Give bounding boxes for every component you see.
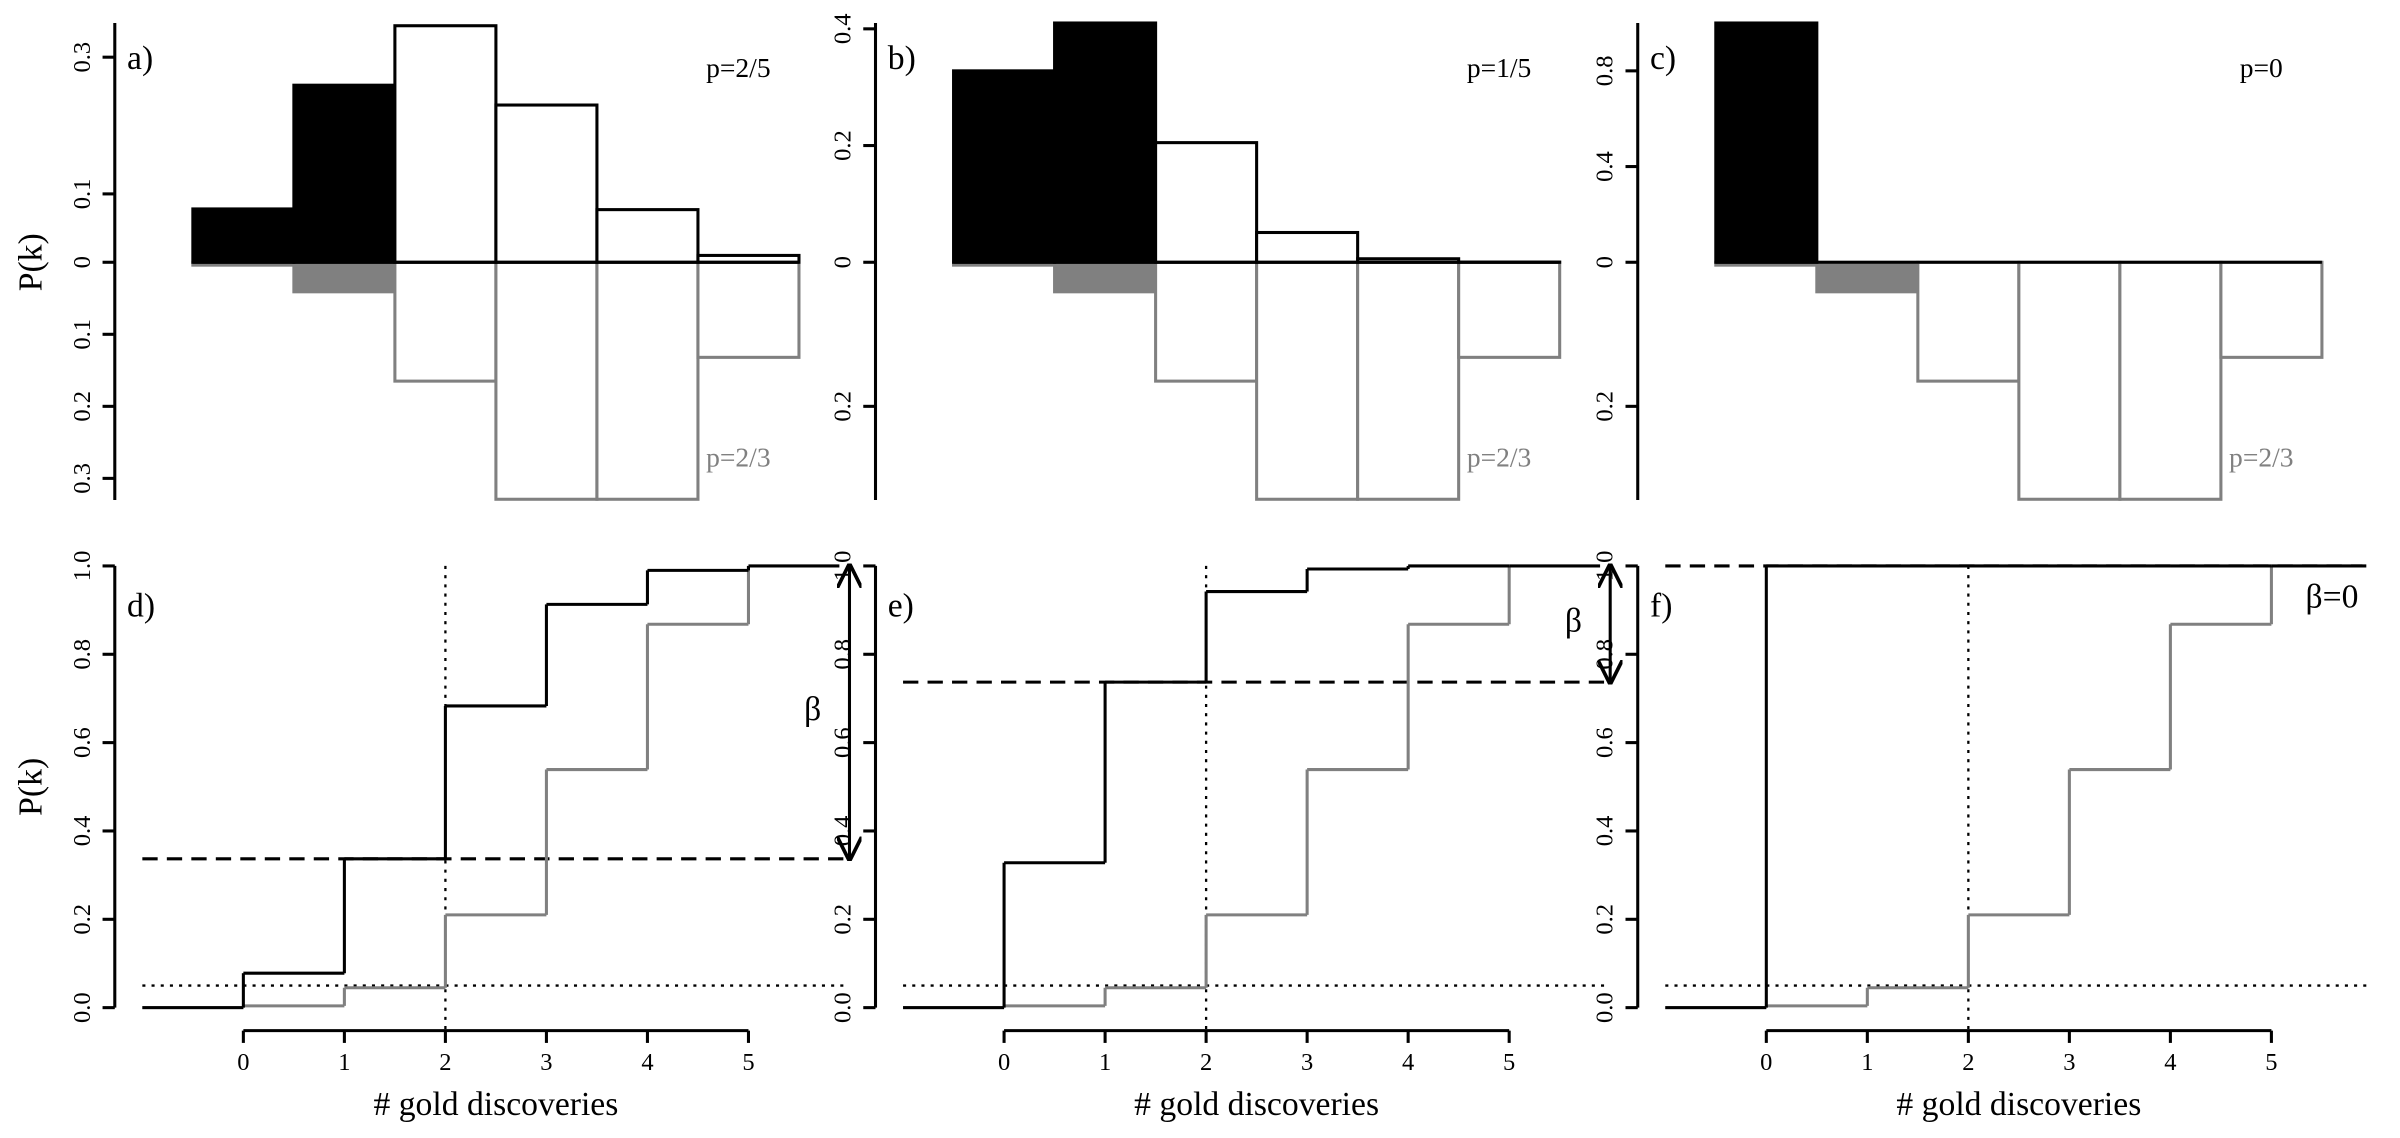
y-tick-label: 0.2 bbox=[69, 904, 96, 935]
x-axis-label: # gold discoveries bbox=[1896, 1086, 2141, 1123]
y-tick-label: 0.1 bbox=[69, 319, 96, 350]
panel-label: c) bbox=[1650, 40, 1676, 77]
y-tick-label: 0.6 bbox=[1592, 727, 1619, 758]
y-tick-label: 0.2 bbox=[69, 391, 96, 422]
y-tick-label: 1.0 bbox=[1592, 551, 1619, 582]
x-tick-label: 2 bbox=[1200, 1049, 1212, 1076]
x-axis-label: # gold discoveries bbox=[1134, 1086, 1379, 1123]
y-tick-label: 0.2 bbox=[830, 391, 857, 422]
x-tick-label: 1 bbox=[1099, 1049, 1111, 1076]
panel-label: b) bbox=[888, 40, 916, 77]
x-tick-label: 3 bbox=[1301, 1049, 1313, 1076]
bar bbox=[696, 260, 801, 359]
y-tick-label: 0.0 bbox=[1592, 992, 1619, 1023]
y-tick-label: 0 bbox=[69, 256, 96, 268]
panel-label: a) bbox=[127, 40, 153, 77]
panels: 0 0.1 0.3 0.1 0.2 0.3 p=2/3 p=2/5 a) P(k) 0 0.2 0.4 0… bbox=[12, 14, 2373, 1123]
y-tick-label: 0 bbox=[1592, 256, 1619, 268]
bar bbox=[1255, 260, 1360, 501]
bar bbox=[1356, 260, 1461, 501]
annotation: β bbox=[1565, 603, 1582, 640]
x-tick-label: 5 bbox=[2265, 1049, 2277, 1076]
y-tick-label: 0.2 bbox=[830, 904, 857, 935]
y-tick-label: 0.3 bbox=[69, 42, 96, 73]
panel-label: f) bbox=[1650, 588, 1672, 625]
bar bbox=[1154, 141, 1259, 264]
annotation: β bbox=[804, 691, 821, 728]
bar bbox=[292, 83, 397, 264]
x-tick-label: 5 bbox=[1503, 1049, 1515, 1076]
bar bbox=[1916, 260, 2021, 383]
y-tick-label: 0.6 bbox=[830, 727, 857, 758]
bar bbox=[1053, 260, 1158, 294]
series-label: p=1/5 bbox=[1467, 52, 1531, 83]
x-tick-label: 4 bbox=[1402, 1049, 1414, 1076]
x-tick-label: 4 bbox=[641, 1049, 653, 1076]
y-tick-label: 0.4 bbox=[830, 14, 857, 45]
bar bbox=[393, 24, 498, 264]
panel-label: e) bbox=[888, 588, 914, 625]
bar bbox=[1255, 230, 1360, 264]
y-tick-label: 0.4 bbox=[1592, 151, 1619, 182]
y-tick-label: 0.4 bbox=[69, 816, 96, 847]
bar bbox=[393, 260, 498, 383]
y-tick-label: 0.2 bbox=[830, 130, 857, 161]
y-tick-label: 0.8 bbox=[69, 639, 96, 670]
annotation: β=0 bbox=[2306, 578, 2359, 615]
x-axis-label: # gold discoveries bbox=[373, 1086, 618, 1123]
bar bbox=[292, 260, 397, 294]
y-tick-label: 0.1 bbox=[69, 179, 96, 210]
bar bbox=[952, 69, 1057, 264]
bar bbox=[1714, 21, 1819, 264]
y-tick-label: 0.8 bbox=[830, 639, 857, 670]
series-label: p=2/3 bbox=[706, 441, 770, 472]
y-axis-label: P(k) bbox=[12, 758, 49, 816]
y-tick-label: 0.8 bbox=[1592, 56, 1619, 87]
y-tick-label: 0 bbox=[830, 256, 857, 268]
panel-label: d) bbox=[127, 588, 155, 625]
x-tick-label: 0 bbox=[1760, 1049, 1772, 1076]
bar bbox=[1457, 260, 1562, 359]
bar bbox=[2118, 260, 2223, 501]
bar bbox=[595, 260, 700, 501]
bar bbox=[1815, 260, 1920, 294]
series-label: p=0 bbox=[2240, 52, 2283, 83]
y-tick-label: 1.0 bbox=[69, 551, 96, 582]
x-tick-label: 1 bbox=[1861, 1049, 1873, 1076]
y-tick-label: 0.6 bbox=[69, 727, 96, 758]
x-tick-label: 0 bbox=[998, 1049, 1010, 1076]
y-tick-label: 1.0 bbox=[830, 551, 857, 582]
bar bbox=[494, 260, 599, 501]
x-tick-label: 5 bbox=[742, 1049, 754, 1076]
x-tick-label: 3 bbox=[540, 1049, 552, 1076]
y-tick-label: 0.4 bbox=[830, 816, 857, 847]
y-tick-label: 0.0 bbox=[830, 992, 857, 1023]
bar bbox=[191, 207, 296, 264]
x-tick-label: 4 bbox=[2164, 1049, 2176, 1076]
x-tick-label: 3 bbox=[2063, 1049, 2075, 1076]
y-tick-label: 0.8 bbox=[1592, 639, 1619, 670]
bar bbox=[595, 208, 700, 264]
series-label: p=2/3 bbox=[2229, 441, 2293, 472]
y-tick-label: 0.3 bbox=[69, 463, 96, 494]
x-tick-label: 2 bbox=[439, 1049, 451, 1076]
x-tick-label: 0 bbox=[237, 1049, 249, 1076]
y-axis-label: P(k) bbox=[12, 233, 49, 291]
bar bbox=[2219, 260, 2324, 359]
x-tick-label: 2 bbox=[1962, 1049, 1974, 1076]
bar bbox=[1053, 21, 1158, 264]
y-tick-label: 0.4 bbox=[1592, 816, 1619, 847]
series-label: p=2/3 bbox=[1467, 441, 1531, 472]
x-tick-label: 1 bbox=[338, 1049, 350, 1076]
bar bbox=[1154, 260, 1259, 383]
y-tick-label: 0.2 bbox=[1592, 904, 1619, 935]
bar bbox=[494, 103, 599, 264]
series-label: p=2/5 bbox=[706, 52, 770, 83]
y-tick-label: 0.0 bbox=[69, 992, 96, 1023]
y-tick-label: 0.2 bbox=[1592, 391, 1619, 422]
bar bbox=[2017, 260, 2122, 501]
